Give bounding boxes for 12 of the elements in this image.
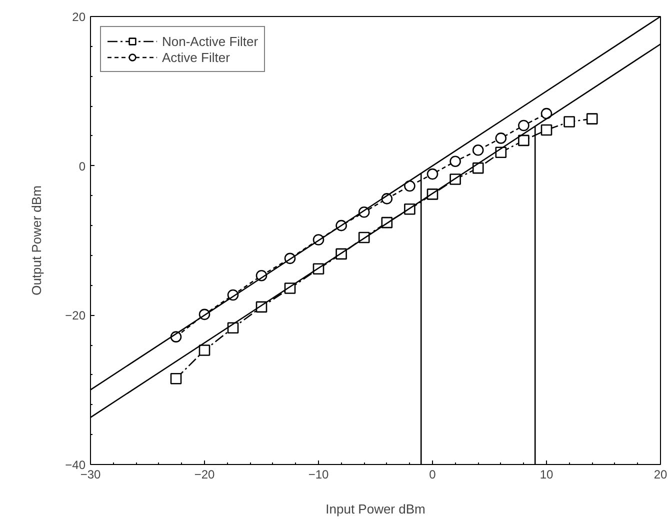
- legend-label: Active Filter: [162, 49, 230, 65]
- x-tick-label: 20: [654, 468, 668, 482]
- y-tick-label: 20: [72, 10, 86, 24]
- x-tick-label: 0: [429, 468, 436, 482]
- x-tick-label: −20: [194, 468, 216, 482]
- legend-label: Non-Active Filter: [162, 33, 258, 49]
- x-tick-label: 10: [540, 468, 554, 482]
- x-tick-label: −10: [308, 468, 330, 482]
- y-tick-label: −20: [65, 308, 86, 323]
- y-axis-title: Output Power dBm: [29, 186, 44, 296]
- x-axis-title: Input Power dBm: [326, 502, 426, 516]
- y-tick-label: 0: [78, 159, 86, 174]
